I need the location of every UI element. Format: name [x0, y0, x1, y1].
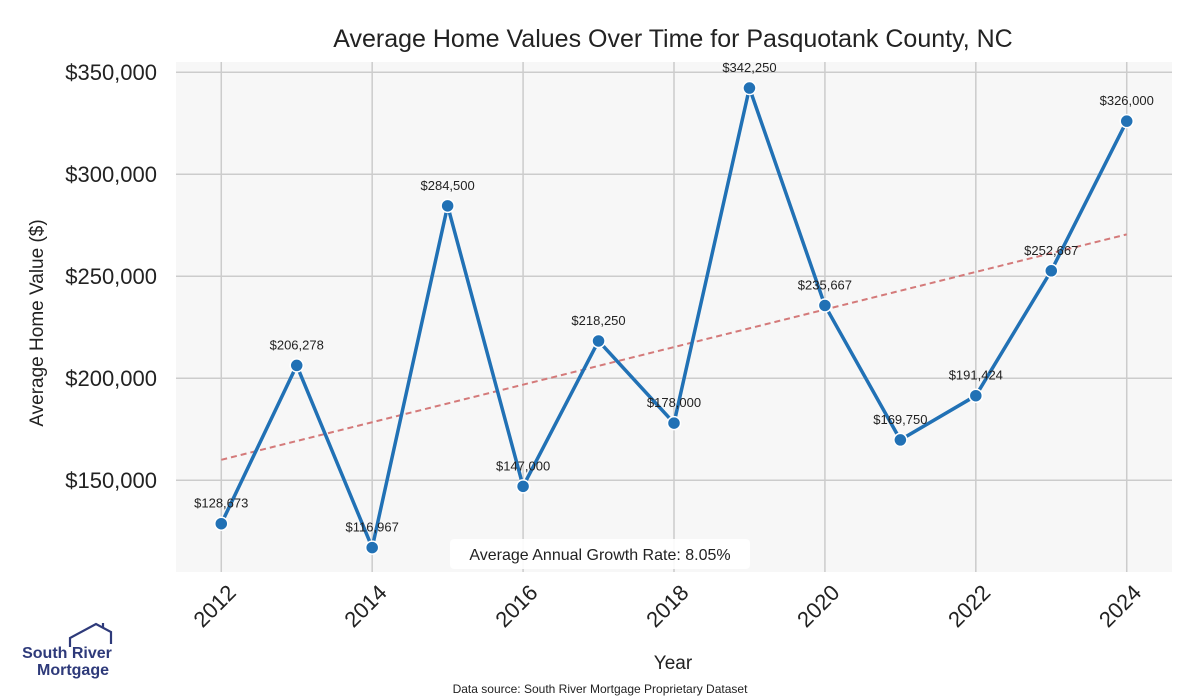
data-point — [440, 198, 455, 214]
x-tick-label: 2022 — [943, 580, 995, 632]
data-point — [364, 540, 380, 555]
data-source: Data source: South River Mortgage Propri… — [453, 682, 748, 696]
trend-line — [221, 233, 1127, 461]
x-tick-label: 2016 — [490, 580, 542, 632]
x-axis-ticks: 2012 2014 2016 2018 2020 2022 2024 — [189, 580, 1147, 632]
data-label: $252,667 — [1024, 243, 1078, 258]
x-axis-label: Year — [654, 653, 693, 674]
annotation-box — [450, 539, 750, 569]
data-label: $178,000 — [647, 395, 701, 410]
x-tick-label: 2012 — [189, 580, 241, 632]
data-label: $147,000 — [496, 458, 550, 473]
company-logo: South River Mortgage — [22, 622, 113, 679]
data-point — [742, 80, 757, 96]
data-point — [817, 298, 833, 313]
y-tick-label: $250,000 — [65, 264, 157, 289]
data-point — [893, 432, 908, 448]
y-tick-label: $200,000 — [65, 366, 157, 391]
data-label: $218,250 — [571, 313, 625, 328]
data-label: $284,500 — [421, 178, 475, 193]
data-point — [214, 516, 229, 531]
data-label: $206,278 — [270, 337, 324, 352]
data-label: $326,000 — [1100, 93, 1154, 108]
y-axis-label: Average Home Value ($) — [27, 219, 48, 426]
data-point — [1044, 263, 1059, 279]
x-tick-label: 2014 — [339, 580, 391, 632]
logo-text-line2: Mortgage — [37, 662, 109, 679]
chart-title: Average Home Values Over Time for Pasquo… — [333, 25, 1012, 53]
data-label: $235,667 — [798, 277, 852, 292]
x-tick-label: 2024 — [1094, 580, 1146, 632]
data-label: $128,673 — [194, 496, 248, 511]
x-tick-label: 2020 — [792, 580, 844, 632]
grid-lines — [176, 62, 1172, 572]
y-tick-label: $350,000 — [65, 60, 157, 85]
data-label: $116,967 — [346, 520, 399, 535]
data-labels: $128,673 $206,278 $116,967 $284,500 $147,000… — [194, 60, 1154, 535]
data-label: $169,750 — [873, 412, 927, 427]
data-point — [515, 479, 531, 494]
data-label: $191,424 — [949, 368, 1003, 383]
data-point — [289, 358, 304, 373]
y-axis-ticks: $150,000 $200,000 $250,000 $300,000 $350,000 — [65, 60, 157, 493]
data-point — [968, 388, 984, 403]
data-point — [666, 415, 682, 431]
data-points — [214, 80, 1134, 555]
logo-text-line1: South River — [22, 645, 112, 662]
house-roof-icon — [68, 622, 113, 647]
data-point — [1119, 113, 1134, 129]
data-point — [591, 333, 606, 349]
y-tick-label: $300,000 — [65, 162, 157, 187]
growth-rate-annotation: Average Annual Growth Rate: 8.05% — [469, 547, 730, 564]
data-label: $342,250 — [722, 60, 776, 75]
x-tick-label: 2018 — [641, 580, 693, 632]
y-tick-label: $150,000 — [65, 468, 157, 493]
